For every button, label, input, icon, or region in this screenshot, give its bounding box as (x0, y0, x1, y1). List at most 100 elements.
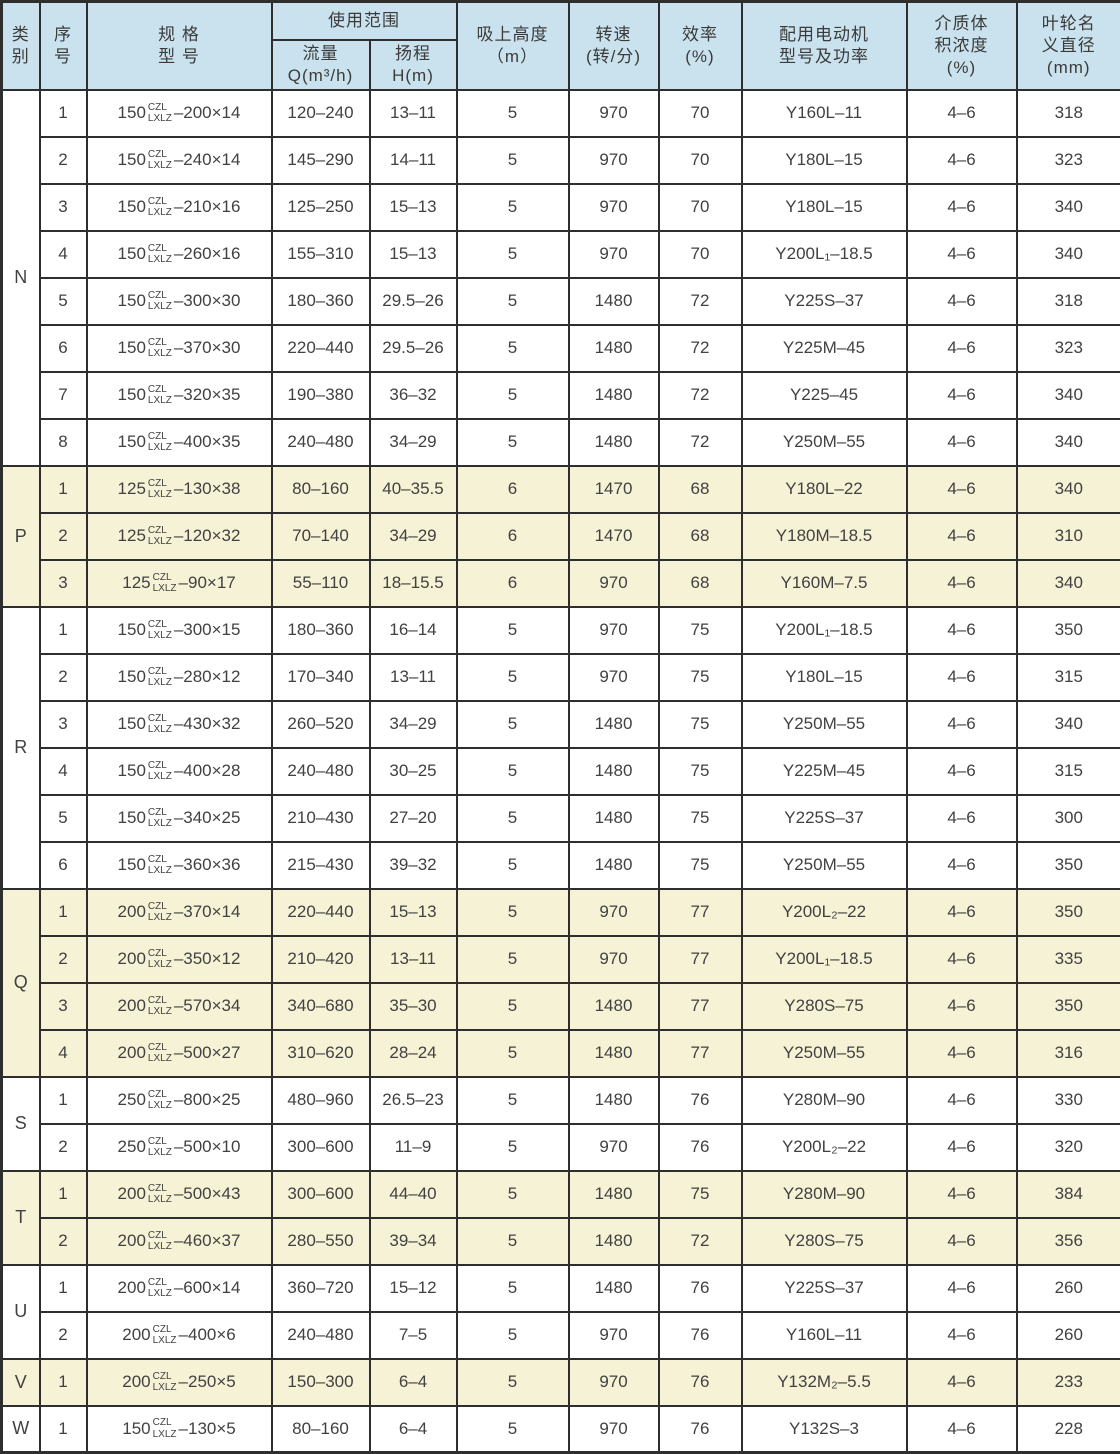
row-speed: 1480 (569, 795, 659, 842)
row-impeller-diameter: 340 (1017, 184, 1120, 231)
row-impeller-diameter: 350 (1017, 842, 1120, 889)
model-dn: 150 (118, 432, 146, 452)
model-series-bottom: LXLZ (148, 254, 172, 266)
row-head: 40–35.5 (370, 466, 457, 513)
row-efficiency: 75 (659, 1171, 742, 1218)
row-concentration: 4–6 (907, 466, 1017, 513)
row-concentration: 4–6 (907, 184, 1017, 231)
row-suction-height: 5 (457, 372, 569, 419)
row-flow: 340–680 (272, 983, 370, 1030)
row-impeller-diameter: 356 (1017, 1218, 1120, 1265)
row-head: 35–30 (370, 983, 457, 1030)
model-suffix: –260×16 (174, 244, 241, 264)
row-suction-height: 5 (457, 607, 569, 654)
row-suction-height: 5 (457, 1030, 569, 1077)
category-cell: U (2, 1265, 40, 1359)
model-dn: 150 (118, 855, 146, 875)
row-speed: 970 (569, 1406, 659, 1453)
row-concentration: 4–6 (907, 1359, 1017, 1406)
row-impeller-diameter: 260 (1017, 1312, 1120, 1359)
model-series-top: CZL (148, 384, 172, 396)
model-dn: 200 (118, 902, 146, 922)
row-suction-height: 6 (457, 466, 569, 513)
row-suction-height: 5 (457, 90, 569, 137)
row-efficiency: 68 (659, 560, 742, 607)
model-suffix: –570×34 (174, 996, 241, 1016)
row-head: 34–29 (370, 419, 457, 466)
model-series-top: CZL (148, 1089, 172, 1101)
row-motor: Y225M–45 (742, 748, 907, 795)
model-dn: 150 (118, 197, 146, 217)
row-head: 7–5 (370, 1312, 457, 1359)
row-seq: 1 (40, 889, 87, 936)
model-suffix: –400×35 (174, 432, 241, 452)
model-series-top: CZL (148, 337, 172, 349)
row-flow: 150–300 (272, 1359, 370, 1406)
model-series-bottom: LXLZ (153, 1429, 177, 1441)
model-dn: 200 (118, 949, 146, 969)
model-dn: 150 (118, 103, 146, 123)
row-concentration: 4–6 (907, 278, 1017, 325)
row-flow: 280–550 (272, 1218, 370, 1265)
row-motor: Y180L–15 (742, 184, 907, 231)
row-concentration: 4–6 (907, 654, 1017, 701)
row-concentration: 4–6 (907, 936, 1017, 983)
category-cell: N (2, 90, 40, 466)
row-seq: 5 (40, 278, 87, 325)
model-series-bottom: LXLZ (148, 1241, 172, 1253)
row-impeller-diameter: 350 (1017, 607, 1120, 654)
row-suction-height: 5 (457, 231, 569, 278)
model-series-top: CZL (153, 1324, 177, 1336)
category-cell: P (2, 466, 40, 607)
row-speed: 1470 (569, 513, 659, 560)
model-dn: 200 (122, 1372, 150, 1392)
row-concentration: 4–6 (907, 372, 1017, 419)
model-dn: 150 (118, 761, 146, 781)
row-motor: Y160L–11 (742, 90, 907, 137)
row-motor: Y180L–15 (742, 137, 907, 184)
model-series-bottom: LXLZ (148, 301, 172, 313)
row-impeller-diameter: 315 (1017, 654, 1120, 701)
row-impeller-diameter: 340 (1017, 701, 1120, 748)
row-efficiency: 75 (659, 654, 742, 701)
row-flow: 240–480 (272, 419, 370, 466)
row-head: 29.5–26 (370, 325, 457, 372)
row-head: 18–15.5 (370, 560, 457, 607)
model-dn: 150 (118, 291, 146, 311)
row-impeller-diameter: 323 (1017, 137, 1120, 184)
row-flow: 70–140 (272, 513, 370, 560)
row-efficiency: 77 (659, 889, 742, 936)
model-dn: 200 (122, 1325, 150, 1345)
row-impeller-diameter: 318 (1017, 278, 1120, 325)
model-series-top: CZL (148, 713, 172, 725)
model-series-bottom: LXLZ (148, 207, 172, 219)
row-suction-height: 5 (457, 842, 569, 889)
row-efficiency: 68 (659, 513, 742, 560)
model-suffix: –350×12 (174, 949, 241, 969)
model-series-top: CZL (148, 102, 172, 114)
